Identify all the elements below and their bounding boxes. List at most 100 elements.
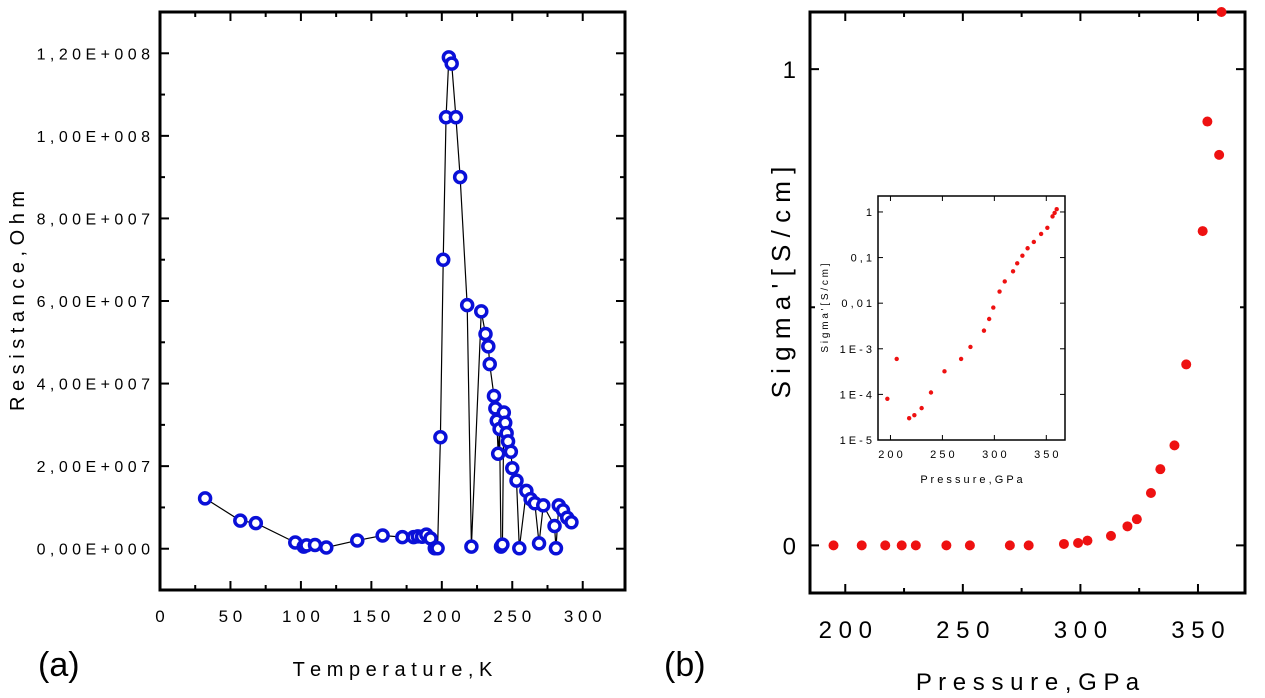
data-point [395, 529, 410, 545]
y-tick-label: 1 , 2 0 E + 0 0 8 [37, 46, 151, 63]
x-tick-label: 2 0 0 [819, 617, 872, 644]
y-tick-label: 1 [783, 57, 796, 84]
inset-data-point [981, 328, 987, 333]
inset-x-axis-title: P r e s s u r e , G P a [920, 474, 1023, 486]
data-point [375, 528, 390, 543]
inset-y-tick-label: 1 E - 5 [840, 435, 872, 447]
panel-b-tag: (b) [664, 646, 706, 684]
y-axis-title: S i g m a ' [ S / c m ] [766, 167, 796, 399]
inset-data-point [894, 356, 899, 362]
data-point [1214, 149, 1225, 160]
data-point [495, 537, 510, 552]
inset-data-point [906, 416, 912, 421]
data-point [448, 110, 464, 125]
data-point [350, 533, 365, 548]
inset-data-point [1038, 231, 1044, 237]
inset-data-point [968, 344, 973, 350]
data-point [459, 297, 475, 313]
inset-data-point [1015, 261, 1020, 266]
y-tick-label: 6 , 0 0 E + 0 0 7 [37, 294, 151, 311]
x-tick-label: 1 0 0 [282, 607, 320, 626]
data-point [1216, 7, 1227, 17]
data-point [1197, 226, 1208, 237]
data-point [1131, 514, 1142, 525]
inset-data-point [1045, 225, 1050, 230]
inset-y-tick-label: 1 E - 3 [840, 344, 872, 356]
x-tick-label: 5 0 [219, 607, 243, 626]
data-point [1155, 464, 1166, 475]
inset-data-point [885, 396, 890, 402]
y-tick-label: 0 [783, 533, 796, 560]
x-axis-title: P r e s s u r e , G P a [916, 669, 1140, 696]
inset-data-point [1002, 279, 1007, 284]
x-tick-label: 2 5 0 [493, 607, 531, 626]
inset-y-tick-label: 0 , 1 [851, 253, 872, 265]
inset-data-point [1054, 206, 1059, 212]
data-point [464, 539, 479, 554]
data-point [435, 252, 451, 267]
data-point [856, 540, 867, 551]
x-tick-label: 1 5 0 [352, 607, 390, 626]
x-tick-label: 0 [155, 607, 164, 626]
data-point [1023, 540, 1034, 551]
data-point [896, 540, 907, 551]
inset-x-tick-label: 2 0 0 [878, 449, 902, 461]
data-point [452, 169, 468, 185]
data-point [564, 515, 579, 530]
y-tick-label: 8 , 0 0 E + 0 0 7 [37, 211, 151, 228]
x-tick-label: 2 5 0 [936, 617, 989, 644]
y-tick-label: 4 , 0 0 E + 0 0 7 [37, 377, 151, 394]
data-point [430, 541, 445, 556]
data-point [503, 444, 519, 459]
inset-x-tick-label: 3 0 0 [982, 449, 1006, 461]
data-point [941, 540, 952, 551]
panel-b-frame [808, 10, 1247, 595]
inset-data-point [928, 390, 934, 395]
panel-a-chart: 0 5 0 1 0 0 1 5 0 2 0 0 2 5 0 3 0 0 0 , 0 0 E +… [7, 10, 627, 681]
y-tick-label: 2 , 0 0 E + 0 0 7 [37, 459, 151, 476]
panel-b-inset-chart: 2 0 0 2 5 0 3 0 0 3 5 0 1 E - 5 1 E - 4 1 E - … [820, 195, 1066, 486]
data-point [509, 473, 524, 488]
inset-y-tick-label: 0 , 0 1 [841, 298, 872, 310]
y-tick-label: 0 , 0 0 E + 0 0 0 [37, 542, 151, 559]
data-point [482, 356, 497, 372]
data-point [1105, 530, 1116, 541]
data-point [1058, 538, 1069, 549]
data-point [548, 541, 564, 556]
data-point [1082, 535, 1093, 546]
inset-y-tick-label: 1 E - 4 [840, 389, 872, 401]
data-point [478, 326, 493, 342]
data-point [536, 498, 551, 513]
x-tick-label: 3 0 0 [1054, 617, 1107, 644]
x-tick-label: 3 0 0 [564, 607, 602, 626]
inset-frame [877, 195, 1066, 441]
panel-a-tag: (a) [38, 646, 80, 684]
data-point [1073, 537, 1084, 548]
inset-data-point [958, 356, 964, 362]
data-point [964, 540, 975, 551]
inset-data-point [919, 405, 924, 411]
x-axis-title: T e m p e r a t u r e , K [293, 659, 493, 681]
inset-data-point [991, 305, 996, 310]
inset-data-point [997, 289, 1002, 294]
data-point [474, 304, 489, 319]
data-point [307, 537, 323, 553]
inset-x-tick-label: 2 5 0 [930, 449, 954, 461]
x-tick-label: 3 5 0 [1171, 617, 1224, 644]
panel-b-chart: 2 0 0 2 5 0 3 0 0 3 5 0 0 1 P r e s s u r e , … [766, 7, 1247, 696]
inset-x-tick-label: 3 5 0 [1034, 449, 1058, 461]
data-point [481, 339, 496, 354]
data-point [433, 429, 448, 445]
inset-data-point [1020, 253, 1025, 258]
data-point [910, 540, 921, 551]
data-point [490, 446, 506, 462]
inset-data-point [942, 369, 947, 374]
inset-y-axis-title: S i g m a ' [ S / c m ] [820, 263, 831, 352]
inset-data-point [1031, 239, 1037, 245]
data-point [547, 518, 562, 534]
inset-data-point [1052, 210, 1057, 216]
data-point [1145, 487, 1156, 498]
data-point [444, 56, 459, 71]
data-point [505, 460, 520, 476]
